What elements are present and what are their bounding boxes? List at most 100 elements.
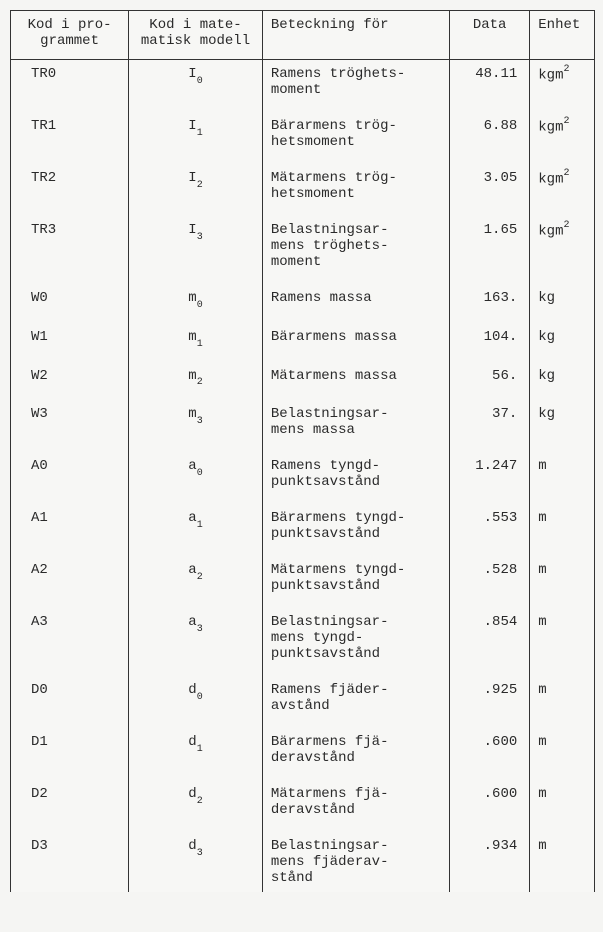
cell-unit: kgm2 bbox=[530, 208, 594, 276]
cell-unit: m bbox=[530, 444, 594, 496]
desc-line: hetsmoment bbox=[271, 186, 355, 202]
desc-line: Bärarmens trög- bbox=[271, 118, 397, 134]
col-header-data: Data bbox=[450, 11, 530, 60]
cell-code: W2 bbox=[11, 354, 129, 393]
desc-line: Ramens massa bbox=[271, 290, 372, 306]
unit-superscript: 2 bbox=[563, 220, 569, 231]
desc-line: Ramens tyngd- bbox=[271, 458, 380, 474]
unit-base: kgm bbox=[538, 224, 563, 240]
cell-data: .553 bbox=[450, 496, 530, 548]
math-variable: I2 bbox=[188, 170, 202, 189]
cell-data: 104. bbox=[450, 315, 530, 354]
table-row: W1m1Bärarmens massa104.kg bbox=[11, 315, 594, 354]
col-header-code-line1: Kod i pro- bbox=[28, 17, 112, 33]
math-subscript: 3 bbox=[197, 848, 203, 859]
cell-unit: kg bbox=[530, 392, 594, 444]
col-header-data-line1: Data bbox=[473, 17, 507, 33]
desc-line: Ramens fjäder- bbox=[271, 682, 389, 698]
table-row: TR0I0Ramens tröghets-moment48.11kgm2 bbox=[11, 60, 594, 105]
math-variable: I0 bbox=[188, 66, 202, 85]
math-variable: d0 bbox=[188, 682, 202, 701]
cell-math: m0 bbox=[129, 276, 263, 315]
math-subscript: 2 bbox=[197, 180, 203, 191]
cell-code: W0 bbox=[11, 276, 129, 315]
math-base: m bbox=[188, 329, 196, 345]
col-header-math: Kod i mate- matisk modell bbox=[129, 11, 263, 60]
cell-desc: Belastningsar-mens fjäderav-stånd bbox=[262, 824, 449, 892]
math-subscript: 0 bbox=[197, 468, 203, 479]
unit-base: m bbox=[538, 838, 546, 854]
math-variable: a2 bbox=[188, 562, 202, 581]
cell-math: m1 bbox=[129, 315, 263, 354]
math-subscript: 0 bbox=[197, 76, 203, 87]
cell-desc: Belastningsar-mens massa bbox=[262, 392, 449, 444]
table-row: A1a1Bärarmens tyngd-punktsavstånd.553m bbox=[11, 496, 594, 548]
desc-line: stånd bbox=[271, 870, 313, 886]
cell-data: 56. bbox=[450, 354, 530, 393]
cell-math: d0 bbox=[129, 668, 263, 720]
cell-unit: m bbox=[530, 824, 594, 892]
desc-line: Bärarmens fjä- bbox=[271, 734, 389, 750]
math-subscript: 0 bbox=[197, 692, 203, 703]
desc-line: mens tyngd- bbox=[271, 630, 363, 646]
cell-unit: kgm2 bbox=[530, 156, 594, 208]
math-subscript: 3 bbox=[197, 416, 203, 427]
unit-base: m bbox=[538, 786, 546, 802]
unit-superscript: 2 bbox=[563, 64, 569, 75]
table-row: W2m2Mätarmens massa56.kg bbox=[11, 354, 594, 393]
desc-line: avstånd bbox=[271, 698, 330, 714]
cell-code: TR3 bbox=[11, 208, 129, 276]
cell-code: A3 bbox=[11, 600, 129, 668]
unit-superscript: 2 bbox=[563, 116, 569, 127]
desc-line: punktsavstånd bbox=[271, 578, 380, 594]
cell-desc: Mätarmens massa bbox=[262, 354, 449, 393]
cell-desc: Belastningsar-mens tyngd-punktsavstånd bbox=[262, 600, 449, 668]
cell-math: I3 bbox=[129, 208, 263, 276]
table-row: W0m0Ramens massa163.kg bbox=[11, 276, 594, 315]
cell-unit: m bbox=[530, 772, 594, 824]
math-base: a bbox=[188, 458, 196, 474]
desc-line: Bärarmens tyngd- bbox=[271, 510, 405, 526]
cell-unit: m bbox=[530, 496, 594, 548]
desc-line: punktsavstånd bbox=[271, 474, 380, 490]
math-variable: m0 bbox=[188, 290, 202, 309]
table-row: D1d1Bärarmens fjä-deravstånd.600m bbox=[11, 720, 594, 772]
desc-line: moment bbox=[271, 82, 321, 98]
table-row: TR1I1Bärarmens trög-hetsmoment6.88kgm2 bbox=[11, 104, 594, 156]
cell-data: 3.05 bbox=[450, 156, 530, 208]
table-row: D0d0Ramens fjäder-avstånd.925m bbox=[11, 668, 594, 720]
cell-desc: Bärarmens tyngd-punktsavstånd bbox=[262, 496, 449, 548]
table-row: TR3I3Belastningsar-mens tröghets-moment1… bbox=[11, 208, 594, 276]
cell-data: .600 bbox=[450, 772, 530, 824]
col-header-math-line2: matisk modell bbox=[141, 33, 250, 49]
desc-line: mens fjäderav- bbox=[271, 854, 389, 870]
desc-line: Belastningsar- bbox=[271, 838, 389, 854]
cell-data: .854 bbox=[450, 600, 530, 668]
desc-line: Mätarmens tyngd- bbox=[271, 562, 405, 578]
col-header-code-line2: grammet bbox=[40, 33, 99, 49]
cell-math: a2 bbox=[129, 548, 263, 600]
cell-code: TR1 bbox=[11, 104, 129, 156]
desc-line: Ramens tröghets- bbox=[271, 66, 405, 82]
math-variable: d1 bbox=[188, 734, 202, 753]
unit-base: kg bbox=[538, 406, 555, 422]
table-header: Kod i pro- grammet Kod i mate- matisk mo… bbox=[11, 11, 594, 60]
unit-base: m bbox=[538, 614, 546, 630]
desc-line: hetsmoment bbox=[271, 134, 355, 150]
desc-line: Mätarmens trög- bbox=[271, 170, 397, 186]
cell-code: TR2 bbox=[11, 156, 129, 208]
desc-line: deravstånd bbox=[271, 802, 355, 818]
table-row: A2a2Mätarmens tyngd-punktsavstånd.528m bbox=[11, 548, 594, 600]
cell-math: I0 bbox=[129, 60, 263, 105]
cell-math: a0 bbox=[129, 444, 263, 496]
desc-line: punktsavstånd bbox=[271, 526, 380, 542]
col-header-desc: Beteckning för bbox=[262, 11, 449, 60]
cell-unit: m bbox=[530, 720, 594, 772]
cell-unit: kg bbox=[530, 276, 594, 315]
math-subscript: 1 bbox=[197, 128, 203, 139]
math-subscript: 1 bbox=[197, 744, 203, 755]
col-header-desc-line1: Beteckning för bbox=[271, 17, 389, 33]
unit-base: kg bbox=[538, 329, 555, 345]
unit-base: m bbox=[538, 734, 546, 750]
math-base: I bbox=[188, 222, 196, 238]
